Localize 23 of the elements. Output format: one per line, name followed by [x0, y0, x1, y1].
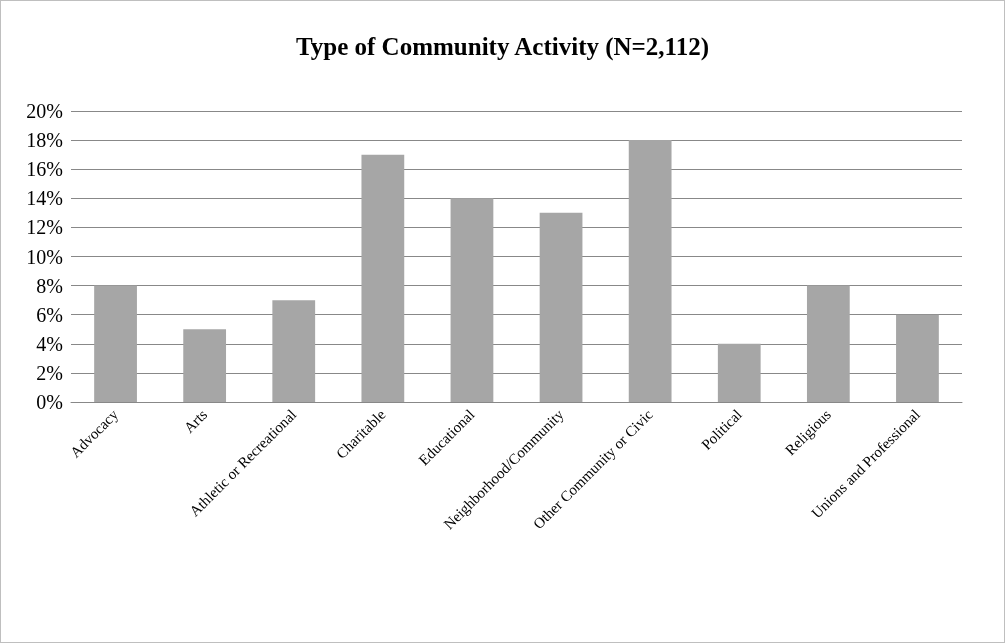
bar	[896, 314, 939, 402]
bar	[806, 285, 850, 402]
y-tick-label: 0%	[36, 391, 63, 413]
bar	[272, 300, 316, 402]
y-tick-label: 10%	[26, 245, 63, 268]
y-tick-label: 20%	[26, 100, 63, 122]
bar	[628, 140, 672, 402]
y-tick-label: 6%	[36, 303, 63, 326]
bar	[183, 329, 227, 402]
bar	[539, 212, 583, 402]
bar	[717, 343, 761, 402]
y-tick-label: 8%	[36, 274, 63, 297]
x-tick-label: Arts	[180, 406, 211, 436]
bar	[361, 154, 405, 402]
chart-title: Type of Community Activity (N=2,112)	[295, 33, 710, 61]
y-tick-label: 14%	[26, 187, 63, 210]
y-tick-label: 18%	[26, 129, 63, 152]
y-tick-label: 16%	[26, 158, 63, 181]
y-tick-label: 4%	[36, 332, 63, 355]
bar	[450, 198, 494, 402]
y-tick-label: 2%	[36, 361, 63, 384]
bar	[94, 285, 137, 402]
y-tick-label: 12%	[26, 216, 63, 239]
